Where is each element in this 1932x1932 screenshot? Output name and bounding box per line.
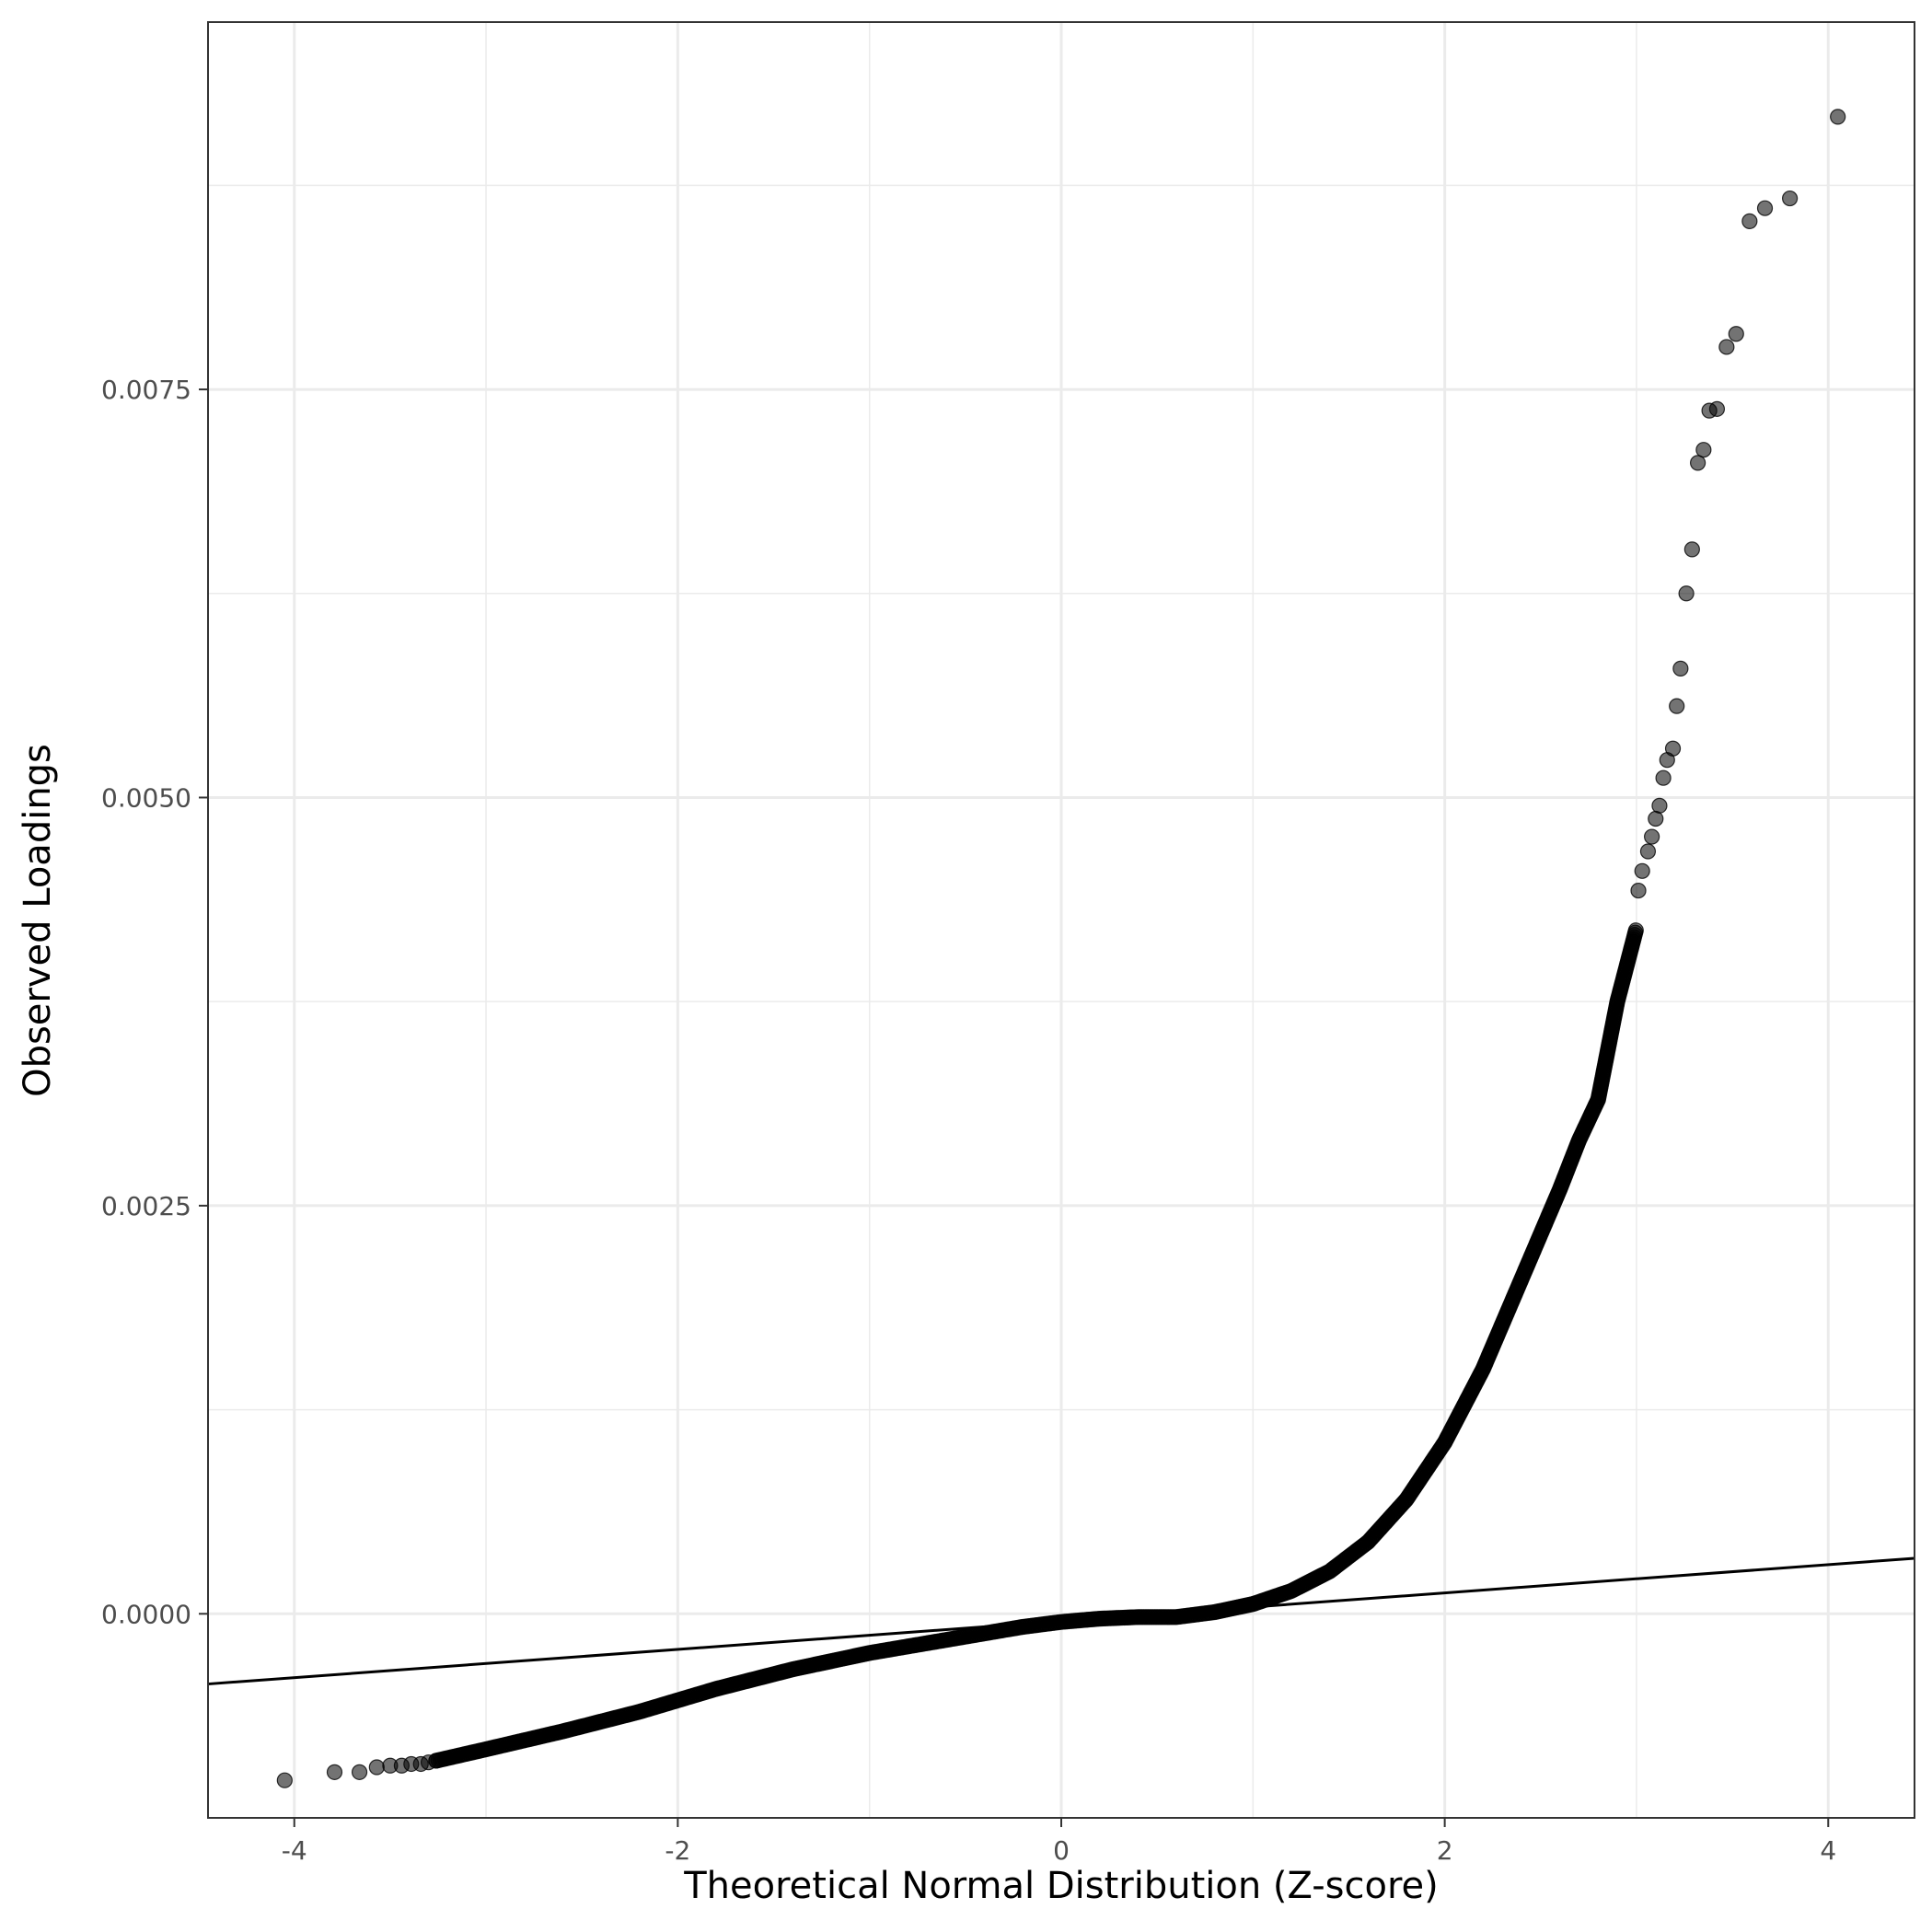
data-point xyxy=(1651,797,1668,814)
data-point xyxy=(1690,455,1706,471)
data-point xyxy=(1683,541,1700,558)
data-point xyxy=(1718,339,1735,355)
data-point xyxy=(1741,213,1758,229)
y-tick-label: 0.0050 xyxy=(101,782,191,813)
data-point xyxy=(1627,922,1644,939)
data-point xyxy=(1630,882,1647,899)
grid-major xyxy=(208,22,1915,1818)
points-layer xyxy=(276,109,1846,1788)
data-point xyxy=(1708,400,1726,417)
x-tick-label: -4 xyxy=(282,1835,307,1866)
data-point xyxy=(1830,109,1846,125)
data-point xyxy=(1695,442,1712,458)
data-point xyxy=(1756,200,1774,216)
data-point xyxy=(1639,843,1657,860)
data-point xyxy=(276,1772,293,1788)
data-point xyxy=(428,1753,445,1769)
y-axis-title: Observed Loadings xyxy=(17,744,59,1097)
data-point xyxy=(1669,698,1685,714)
y-tick-label: 0.0025 xyxy=(101,1191,191,1221)
y-tick-label: 0.0000 xyxy=(101,1599,191,1629)
x-tick-label: 2 xyxy=(1437,1835,1453,1866)
data-point xyxy=(1678,585,1695,602)
data-point xyxy=(1664,740,1682,757)
data-point xyxy=(1634,862,1650,879)
data-point xyxy=(1644,828,1660,845)
x-axis-title: Theoretical Normal Distribution (Z-score… xyxy=(683,1865,1439,1907)
x-axis-ticks: -4 -2 0 2 4 xyxy=(282,1818,1836,1866)
data-point xyxy=(326,1764,343,1780)
x-tick-label: 4 xyxy=(1820,1835,1836,1866)
data-point xyxy=(1781,190,1799,207)
data-point xyxy=(1728,326,1744,342)
y-axis-ticks: 0.0000 0.0025 0.0050 0.0075 xyxy=(101,375,208,1629)
x-tick-label: 0 xyxy=(1053,1835,1070,1866)
data-point xyxy=(1655,769,1672,786)
y-tick-label: 0.0075 xyxy=(101,375,191,405)
data-point xyxy=(351,1764,368,1780)
data-point xyxy=(1648,810,1664,827)
x-tick-label: -2 xyxy=(665,1835,690,1866)
data-point xyxy=(368,1759,385,1776)
data-point xyxy=(1672,660,1689,677)
